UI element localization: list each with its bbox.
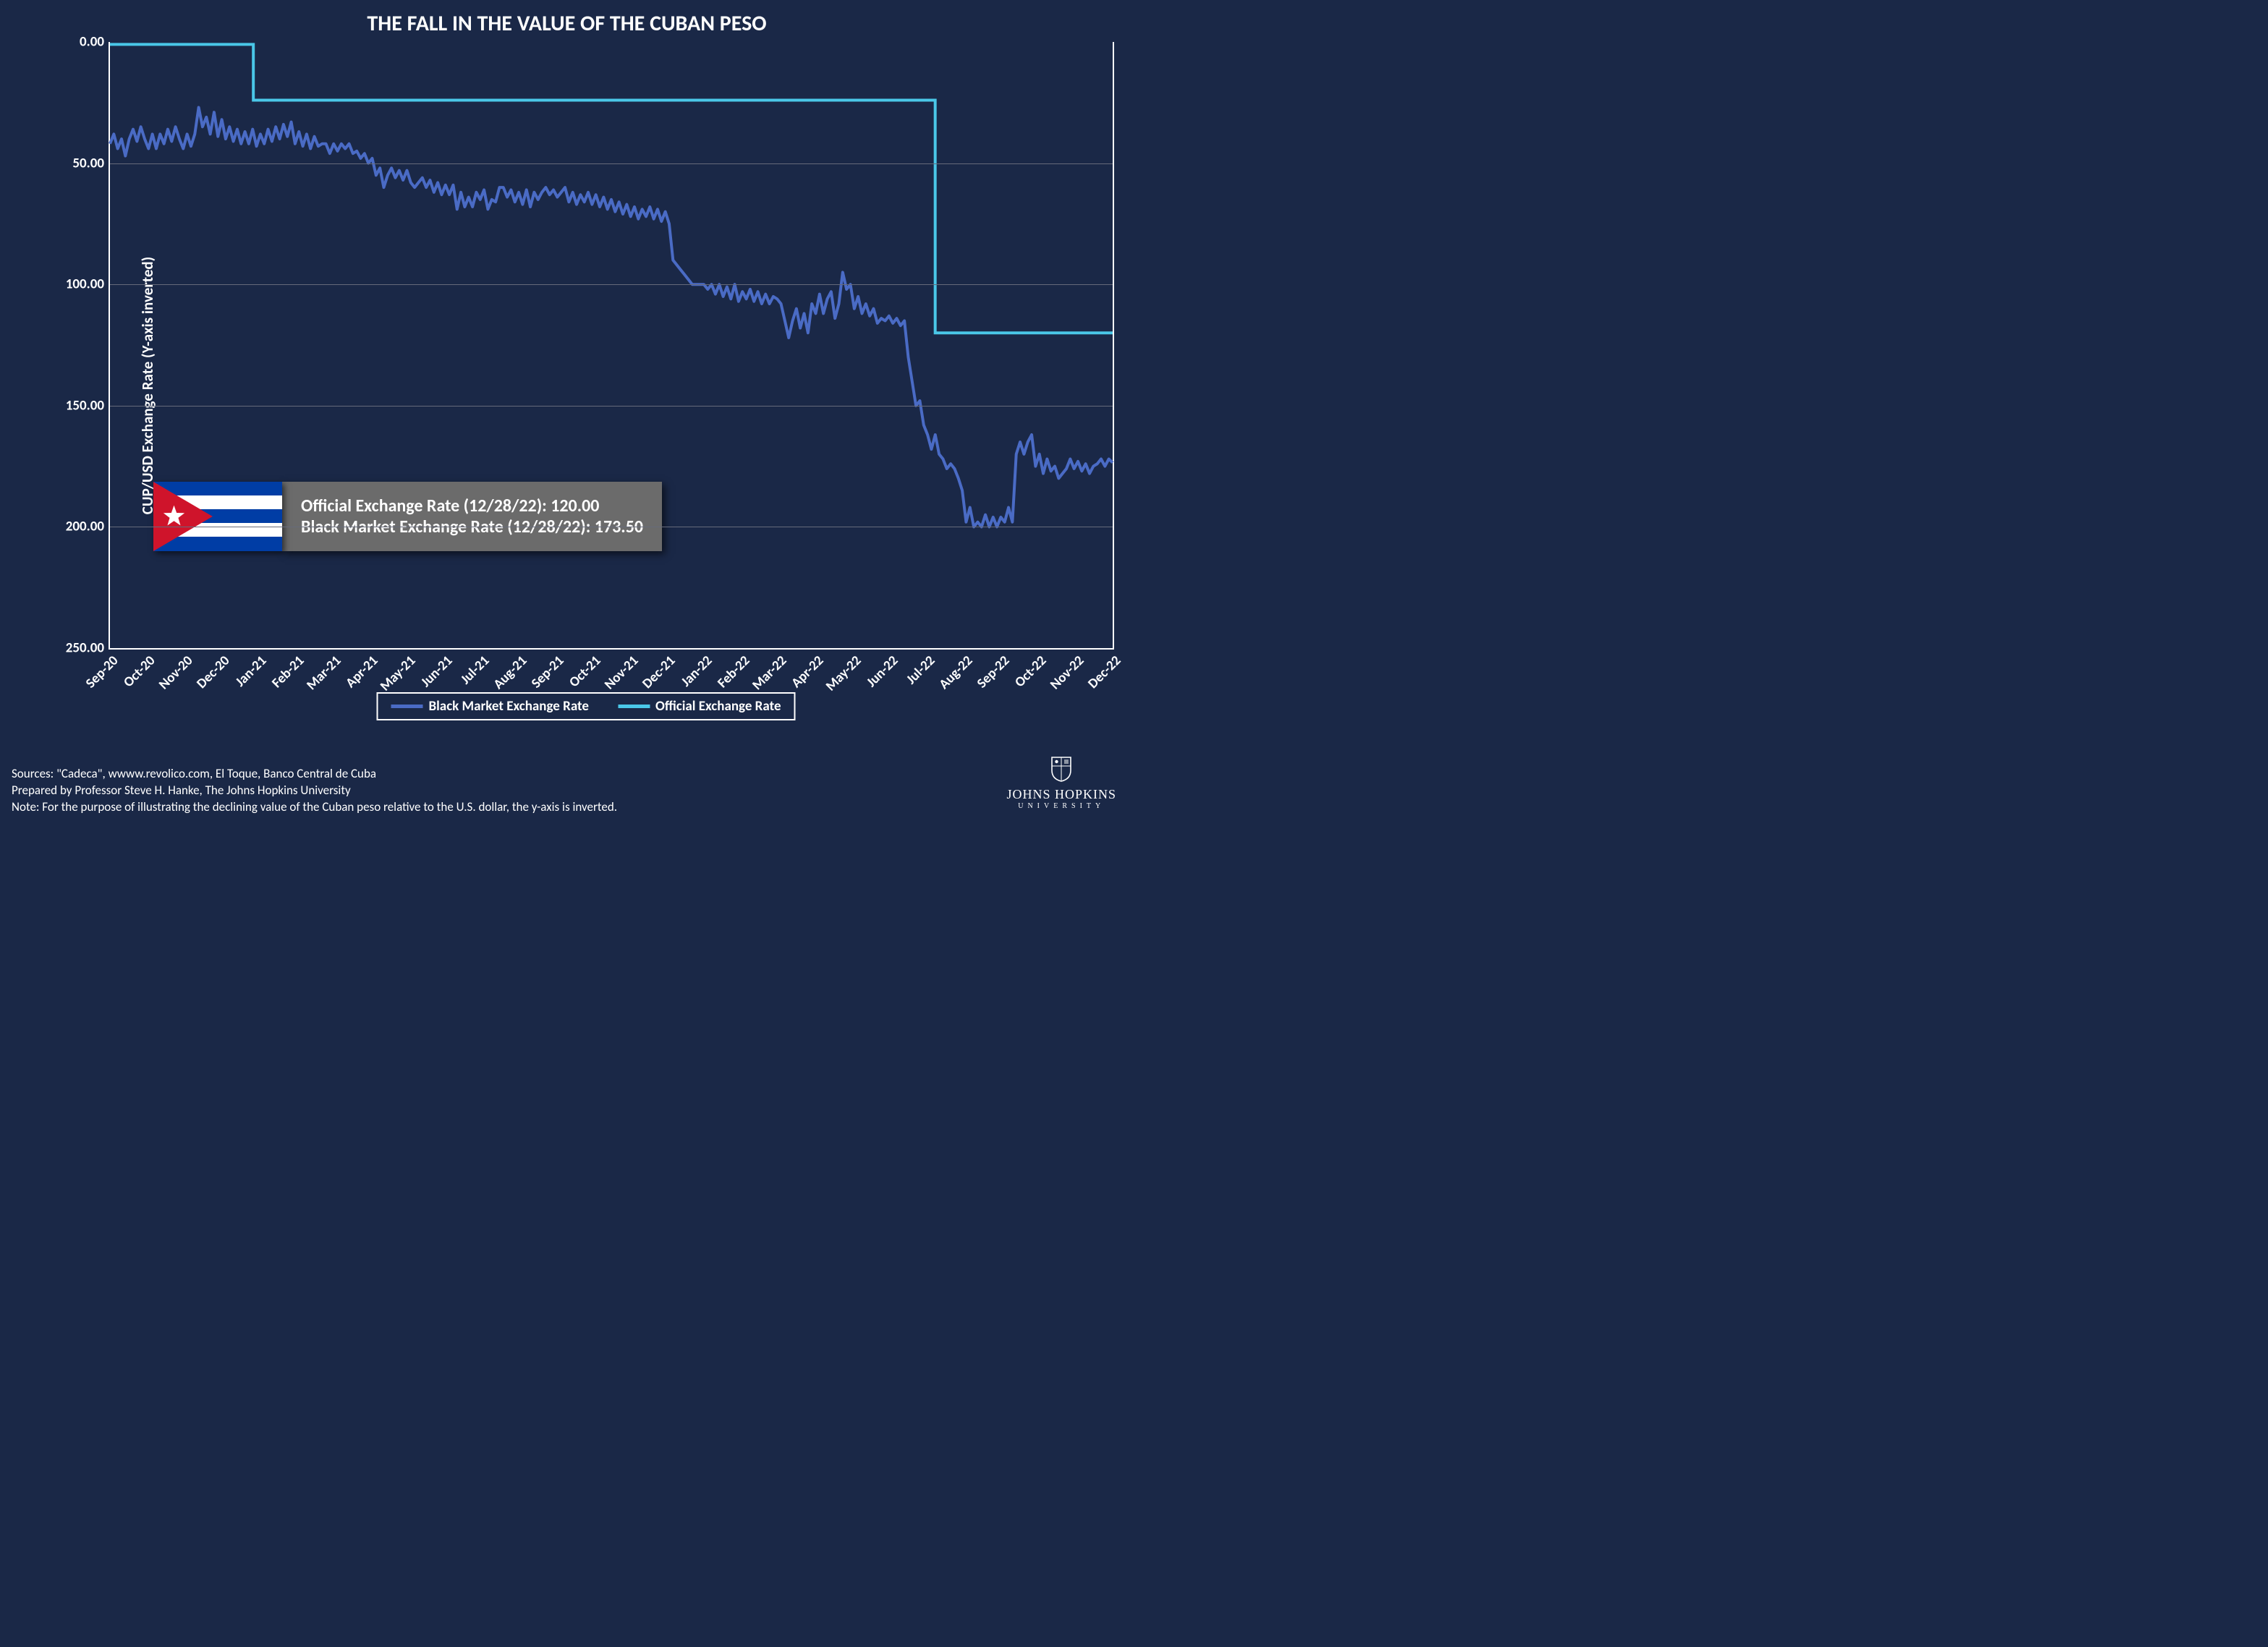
chart-container: CUP/USD Exchange Rate (Y-axis inverted) … xyxy=(51,42,1121,729)
x-tick-label: May-21 xyxy=(377,652,419,694)
black-market-rate-line xyxy=(110,108,1113,527)
x-tick-label: Oct-21 xyxy=(566,652,605,691)
x-tick-label: Jul-22 xyxy=(904,652,939,688)
cuba-flag-icon xyxy=(153,482,282,551)
callout-group: Official Exchange Rate (12/28/22): 120.0… xyxy=(153,482,662,551)
footer-line: Sources: "Cadeca", wwww.revolico.com, El… xyxy=(12,766,989,783)
legend-swatch xyxy=(618,705,650,708)
x-tick-label: Nov-22 xyxy=(1047,652,1087,693)
chart-title: THE FALL IN THE VALUE OF THE CUBAN PESO xyxy=(0,0,1134,43)
x-tick-label: Mar-22 xyxy=(749,652,790,694)
grid-line xyxy=(110,163,1113,164)
x-tick-label: Dec-21 xyxy=(639,652,679,692)
x-tick-label: Jul-21 xyxy=(458,652,493,688)
callout-line: Official Exchange Rate (12/28/22): 120.0… xyxy=(301,495,643,516)
official-rate-line xyxy=(110,44,1113,333)
legend-label: Official Exchange Rate xyxy=(655,698,781,715)
legend-swatch xyxy=(391,705,422,708)
chart-lines-svg xyxy=(110,42,1113,648)
plot-area: Official Exchange Rate (12/28/22): 120.0… xyxy=(109,42,1114,650)
x-tick-label: Jan-22 xyxy=(678,652,715,690)
grid-line xyxy=(110,284,1113,285)
footer-notes: Sources: "Cadeca", wwww.revolico.com, El… xyxy=(12,766,989,816)
x-tick-label: Apr-21 xyxy=(343,652,382,691)
legend-item: Black Market Exchange Rate xyxy=(391,698,589,715)
x-tick-label: Aug-21 xyxy=(490,652,530,693)
x-tick-label: Dec-22 xyxy=(1084,652,1124,692)
y-tick-label: 200.00 xyxy=(66,519,104,535)
grid-line xyxy=(110,406,1113,407)
x-tick-label: Jan-21 xyxy=(232,652,270,690)
x-tick-label: Dec-20 xyxy=(193,652,233,692)
x-tick-label: Feb-21 xyxy=(268,652,307,691)
jhu-sub: UNIVERSITY xyxy=(1006,802,1116,810)
footer-line: Note: For the purpose of illustrating th… xyxy=(12,799,989,816)
x-tick-label: Jun-21 xyxy=(417,652,456,691)
x-tick-label: Feb-22 xyxy=(714,652,753,691)
x-tick-label: Apr-22 xyxy=(789,652,828,691)
jhu-name: JOHNS HOPKINS xyxy=(1006,787,1116,802)
x-tick-label: Oct-20 xyxy=(121,652,159,691)
x-tick-label: Sep-22 xyxy=(974,652,1013,691)
y-tick-label: 250.00 xyxy=(66,640,104,657)
y-tick-label: 0.00 xyxy=(80,34,104,51)
x-tick-label: Nov-21 xyxy=(601,652,642,693)
rate-callout: Official Exchange Rate (12/28/22): 120.0… xyxy=(282,482,662,551)
footer-line: Prepared by Professor Steve H. Hanke, Th… xyxy=(12,783,989,799)
legend-item: Official Exchange Rate xyxy=(618,698,781,715)
y-tick-label: 50.00 xyxy=(72,155,104,171)
x-tick-label: Jun-22 xyxy=(863,652,901,691)
y-tick-label: 150.00 xyxy=(66,397,104,414)
x-tick-label: Nov-20 xyxy=(156,652,196,693)
x-tick-label: Sep-21 xyxy=(528,652,567,691)
x-tick-label: Sep-20 xyxy=(82,652,122,691)
x-tick-label: Oct-22 xyxy=(1012,652,1050,691)
y-tick-label: 100.00 xyxy=(66,276,104,293)
jhu-logo: JOHNS HOPKINS UNIVERSITY xyxy=(1006,756,1116,810)
shield-icon xyxy=(1050,756,1072,782)
chart-legend: Black Market Exchange Rate Official Excha… xyxy=(376,692,795,720)
x-tick-label: Aug-22 xyxy=(935,652,976,693)
x-tick-label: May-22 xyxy=(823,652,865,694)
legend-label: Black Market Exchange Rate xyxy=(428,698,589,715)
x-tick-label: Mar-21 xyxy=(303,652,344,694)
